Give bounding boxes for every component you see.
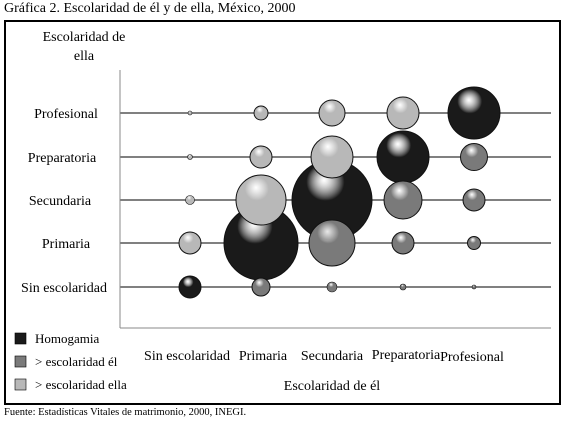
bubble-chart: Sin escolaridad Primaria Secundaria Prepara… <box>14 30 551 394</box>
legend-swatch-homogamia <box>14 332 27 345</box>
chart-frame: Sin escolaridad Primaria Secundaria Prepara… <box>4 20 561 405</box>
x-axis-title: Escolaridad de él <box>284 379 381 394</box>
bubble-preparatoria-sin-escolaridad <box>399 283 407 291</box>
bubble-sin-escolaridad-preparatoria <box>187 154 193 160</box>
x-tick-sin-escolaridad: Sin escolaridad <box>144 349 230 364</box>
bubble-secundaria-preparatoria <box>310 135 354 179</box>
bubble-secundaria-primaria <box>308 219 356 267</box>
legend-swatch-escolaridad-el <box>14 355 27 368</box>
bubble-preparatoria-preparatoria <box>376 130 430 184</box>
bubble-secundaria-profesional <box>318 99 346 127</box>
x-tick-secundaria: Secundaria <box>301 349 364 364</box>
source-note: Fuente: Estadísticas Vitales de matrimon… <box>4 407 247 418</box>
bubble-profesional-primaria <box>467 236 481 250</box>
tick-labels: Sin escolaridad Primaria Secundaria Prepara… <box>21 30 504 394</box>
legend-label-escolaridad-ella: > escolaridad ella <box>35 377 127 392</box>
legend-swatch-escolaridad-ella <box>14 378 27 391</box>
bubble-profesional-preparatoria <box>460 143 488 171</box>
legend: Homogamia > escolaridad él > escolaridad e… <box>14 331 127 392</box>
chart-title: Gráfica 2. Escolaridad de él y de ella, … <box>4 1 296 16</box>
bubble-primaria-preparatoria <box>249 145 273 169</box>
bubble-preparatoria-profesional <box>386 96 420 130</box>
x-tick-profesional: Profesional <box>440 350 504 365</box>
bubble-sin-escolaridad-primaria <box>178 231 202 255</box>
bubbles <box>178 86 501 299</box>
bubble-sin-escolaridad-secundaria <box>185 195 195 205</box>
bubble-profesional-sin-escolaridad <box>471 284 477 290</box>
bubble-primaria-sin-escolaridad <box>251 277 271 297</box>
legend-label-escolaridad-el: > escolaridad él <box>35 354 118 369</box>
y-tick-sin-escolaridad: Sin escolaridad <box>21 281 107 296</box>
bubble-preparatoria-primaria <box>391 231 415 255</box>
bubble-sin-escolaridad-profesional <box>187 110 193 116</box>
plot-axes <box>119 70 551 329</box>
x-tick-preparatoria: Preparatoria <box>372 348 441 363</box>
y-axis-title: Escolaridad de ella <box>43 30 126 64</box>
x-tick-primaria: Primaria <box>239 349 288 364</box>
y-tick-secundaria: Secundaria <box>29 194 92 209</box>
bubble-preparatoria-secundaria <box>383 180 423 220</box>
bubble-profesional-secundaria <box>462 188 486 212</box>
bubble-sin-escolaridad-sin-escolaridad <box>178 275 202 299</box>
bubble-secundaria-sin-escolaridad <box>326 281 338 293</box>
bubble-primaria-profesional <box>253 105 269 121</box>
y-tick-primaria: Primaria <box>42 237 91 252</box>
bubble-profesional-profesional <box>447 86 501 140</box>
legend-label-homogamia: Homogamia <box>35 331 99 346</box>
y-tick-preparatoria: Preparatoria <box>28 151 97 166</box>
y-tick-profesional: Profesional <box>34 107 98 122</box>
bubble-primaria-secundaria <box>235 174 287 226</box>
